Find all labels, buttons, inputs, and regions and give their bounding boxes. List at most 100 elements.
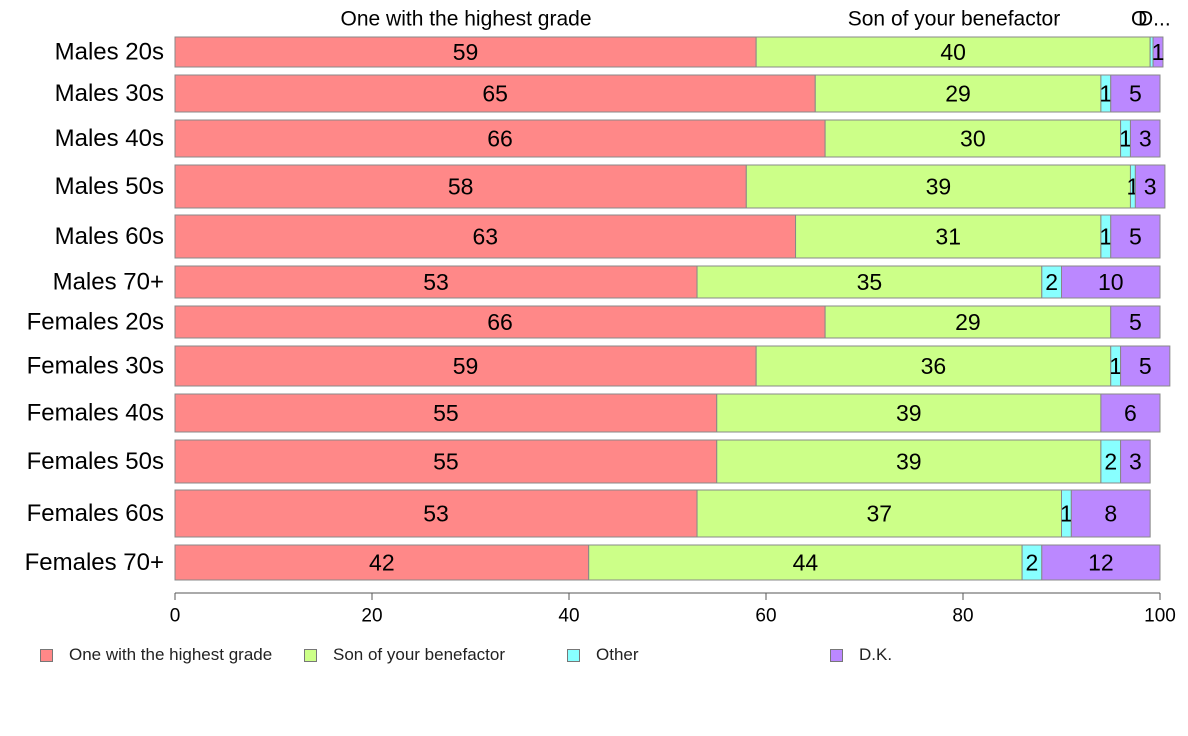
- data-label: 6: [1124, 400, 1137, 426]
- data-label: 66: [487, 126, 513, 152]
- bar-segment: [755, 36, 1151, 68]
- data-label: 42: [369, 550, 395, 576]
- data-label: 2: [1026, 550, 1039, 576]
- data-label: 3: [1139, 126, 1152, 152]
- bar-segment: [814, 74, 1102, 113]
- bar-segment: [696, 265, 1043, 299]
- data-label: 44: [793, 550, 819, 576]
- bar-segment: [1110, 74, 1161, 113]
- data-label: 59: [453, 39, 479, 65]
- data-label: 35: [857, 269, 883, 295]
- legend-item-dk: D.K.: [830, 645, 892, 665]
- bar-segment: [174, 265, 698, 299]
- bar-segment: [696, 489, 1062, 538]
- data-label: 66: [487, 309, 513, 335]
- legend-item-son-of-benefactor: Son of your benefactor: [304, 645, 505, 665]
- data-label: 1: [1060, 501, 1073, 527]
- data-label: 2: [1045, 269, 1058, 295]
- data-label: 55: [433, 449, 459, 475]
- data-label: 40: [940, 39, 966, 65]
- bar-segment: [1152, 36, 1164, 68]
- bar-segment: [716, 439, 1102, 484]
- legend: One with the highest grade Son of your b…: [40, 645, 1140, 667]
- top-label: O: [1131, 8, 1147, 31]
- legend-label: Other: [596, 645, 639, 664]
- category-label: Females 40s: [27, 400, 164, 427]
- category-label: Females 70+: [25, 549, 164, 576]
- legend-label: D.K.: [859, 645, 893, 664]
- data-label: 10: [1098, 269, 1124, 295]
- category-label: Males 40s: [55, 125, 164, 152]
- bar-segment: [1120, 439, 1151, 484]
- legend-item-other: Other: [567, 645, 639, 665]
- bar-segment: [174, 544, 590, 581]
- bar-segment: [1129, 119, 1161, 158]
- bar-segment: [1100, 393, 1161, 433]
- legend-swatch: [567, 648, 580, 662]
- data-label: 5: [1129, 81, 1142, 107]
- legend-label: One with the highest grade: [69, 645, 273, 664]
- category-label: Females 60s: [27, 500, 164, 527]
- data-label: 39: [896, 400, 922, 426]
- data-label: 29: [945, 81, 971, 107]
- x-tick-label: 80: [952, 606, 973, 627]
- data-label: 5: [1139, 353, 1152, 379]
- data-label: 59: [453, 353, 479, 379]
- data-label: 30: [960, 126, 986, 152]
- bar-segment: [174, 74, 816, 113]
- legend-label: Son of your benefactor: [333, 645, 506, 664]
- bar-segment: [174, 305, 826, 339]
- legend-swatch: [830, 648, 843, 662]
- bar-segment: [716, 393, 1102, 433]
- top-label: Son of your benefactor: [848, 8, 1060, 31]
- x-tick-label: 40: [558, 606, 579, 627]
- data-label: 3: [1144, 174, 1157, 200]
- data-label: 1: [1099, 224, 1112, 250]
- bar-segment: [174, 214, 797, 259]
- bar-segment: [174, 345, 757, 387]
- data-label: 8: [1104, 501, 1117, 527]
- top-label: One with the highest grade: [341, 8, 592, 31]
- data-label: 1: [1109, 353, 1122, 379]
- data-label: 55: [433, 400, 459, 426]
- data-label: 65: [482, 81, 508, 107]
- x-tick-label: 100: [1144, 606, 1176, 627]
- data-label: 31: [935, 224, 961, 250]
- data-label: 39: [926, 174, 952, 200]
- category-label: Males 20s: [55, 39, 164, 66]
- data-label: 5: [1129, 309, 1142, 335]
- bar-segment: [1110, 305, 1161, 339]
- data-label: 1: [1152, 39, 1165, 65]
- bar-segment: [1110, 214, 1161, 259]
- data-label: 5: [1129, 224, 1142, 250]
- bar-segment: [1134, 164, 1166, 209]
- category-label: Females 30s: [27, 353, 164, 380]
- data-label: 53: [423, 501, 449, 527]
- data-label: 37: [866, 501, 892, 527]
- data-label: 12: [1088, 550, 1114, 576]
- category-label: Males 50s: [55, 173, 164, 200]
- data-label: 36: [921, 353, 947, 379]
- category-label: Males 30s: [55, 80, 164, 107]
- data-label: 39: [896, 449, 922, 475]
- bar-segment: [795, 214, 1102, 259]
- bar-segment: [1041, 544, 1161, 581]
- data-label: 63: [472, 224, 498, 250]
- bar-segment: [174, 393, 718, 433]
- bar-segment: [745, 164, 1131, 209]
- category-label: Males 60s: [55, 223, 164, 250]
- x-tick-label: 0: [170, 606, 181, 627]
- x-tick-label: 60: [755, 606, 776, 627]
- bar-segment: [174, 489, 698, 538]
- bar-segment: [174, 164, 747, 209]
- data-label: 53: [423, 269, 449, 295]
- category-label: Females 20s: [27, 309, 164, 336]
- legend-swatch: [304, 648, 317, 662]
- legend-item-highest-grade: One with the highest grade: [40, 645, 272, 665]
- bar-segment: [1120, 345, 1171, 387]
- top-label: D...: [1138, 8, 1171, 31]
- category-label: Females 50s: [27, 448, 164, 475]
- data-label: 58: [448, 174, 474, 200]
- legend-swatch: [40, 648, 53, 662]
